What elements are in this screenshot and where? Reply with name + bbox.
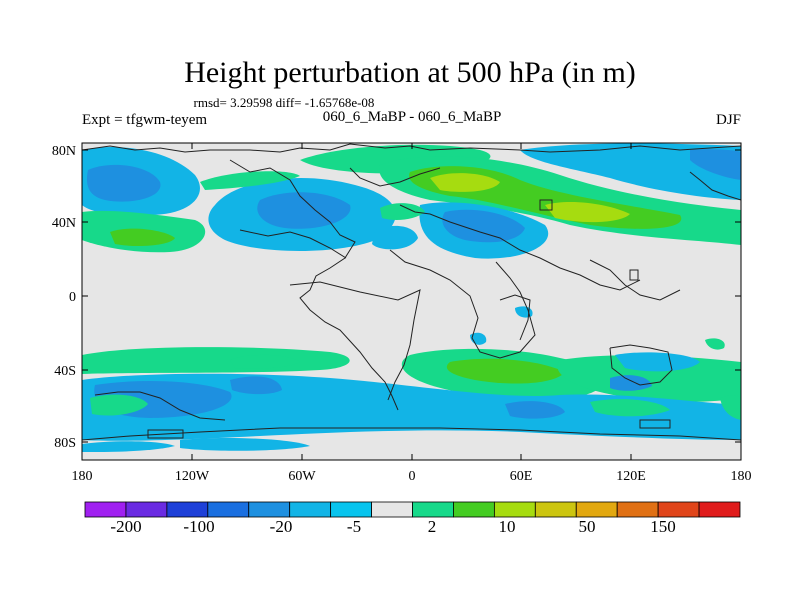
- contour-spacific-pos: [82, 347, 350, 374]
- contour-pacific-pos-core: [110, 228, 175, 246]
- contour-antarctic-pos-3: [720, 395, 741, 420]
- lon-tick-label: 180: [731, 469, 752, 484]
- contour-southern-ocean-neg-core-3: [505, 401, 565, 419]
- contour-spole-neg: [180, 438, 310, 451]
- contour-siberia-pos-strong: [545, 201, 630, 223]
- colorbar-swatch: [534, 501, 577, 518]
- contour-southern-ocean-neg-core-4: [610, 375, 652, 391]
- run-label: 060_6_MaBP - 060_6_MaBP: [323, 109, 502, 125]
- lon-labels: 180 120W 60W 0 60E 120E 180: [72, 469, 752, 484]
- colorbar-label: 150: [650, 517, 676, 536]
- tick-marks: [81, 143, 742, 460]
- lat-tick-label: 80S: [54, 436, 76, 451]
- lat-tick-label: 0: [69, 290, 76, 305]
- lat-tick-label: 40S: [54, 364, 76, 379]
- colorbar-labels: -200 -100 -20 -5 2 10 50 150: [110, 517, 675, 536]
- contour-sindian-pos: [557, 355, 741, 402]
- contour-mideast-neg-core: [442, 209, 525, 243]
- lon-tick-label: 60E: [510, 469, 533, 484]
- stats-line: rmsd= 3.29598 diff= -1.65768e-08: [194, 95, 375, 110]
- colorbar-swatch: [371, 501, 413, 518]
- contour-antarctic-pos: [90, 394, 148, 416]
- contour-atlantic-neg: [372, 225, 418, 250]
- colorbar-label: 2: [428, 517, 437, 536]
- contour-atlantic-pos: [380, 203, 425, 220]
- colorbar-swatch: [493, 501, 536, 518]
- colorbar-label: -200: [110, 517, 141, 536]
- lat-tick-label: 80N: [52, 144, 76, 159]
- colorbar-swatch: [698, 501, 741, 518]
- contour-sindian-neg: [615, 352, 700, 372]
- colorbar-swatch: [125, 501, 168, 518]
- colorbar: [84, 501, 741, 518]
- contour-antarctic-pos-2: [590, 399, 670, 417]
- coastlines: [82, 143, 741, 441]
- contour-europe-pos-strong: [430, 173, 500, 192]
- colorbar-swatch: [575, 501, 618, 518]
- colorbar-swatch: [289, 501, 332, 518]
- lon-tick-label: 120E: [616, 469, 646, 484]
- colorbar-swatch: [616, 501, 659, 518]
- colorbar-label: -5: [347, 517, 361, 536]
- colorbar-swatch: [166, 501, 209, 518]
- lon-tick-label: 60W: [288, 469, 316, 484]
- contour-canada-pos: [200, 171, 300, 190]
- colorbar-label: -20: [270, 517, 293, 536]
- season-label: DJF: [716, 112, 741, 128]
- map-title: Height perturbation at 500 hPa (in m): [184, 56, 636, 89]
- contour-southern-ocean-neg-core-2: [230, 376, 282, 395]
- map-field: [82, 143, 741, 460]
- colorbar-label: 50: [579, 517, 596, 536]
- lon-tick-label: 120W: [175, 469, 210, 484]
- contour-spole-neg-2: [82, 441, 175, 452]
- colorbar-swatch: [412, 501, 454, 518]
- contour-north-pacific-neg-core: [86, 164, 161, 202]
- lon-tick-label: 180: [72, 469, 93, 484]
- colorbar-swatch: [657, 501, 700, 518]
- colorbar-label: 10: [499, 517, 516, 536]
- colorbar-swatch: [84, 501, 127, 518]
- lat-labels: 80N 40N 0 40S 80S: [52, 144, 76, 451]
- colorbar-swatch: [330, 501, 372, 518]
- lat-tick-label: 40N: [52, 216, 76, 231]
- colorbar-swatch: [207, 501, 250, 518]
- contour-spacific-pos-3: [705, 338, 725, 350]
- contour-spacific-pos-2: [230, 354, 300, 369]
- colorbar-swatch: [453, 501, 495, 518]
- expt-label: Expt = tfgwm-teyem: [82, 112, 207, 128]
- contour-npole-neg-core: [690, 149, 741, 180]
- colorbar-label: -100: [183, 517, 214, 536]
- lon-tick-label: 0: [409, 469, 416, 484]
- colorbar-swatch: [248, 501, 291, 518]
- contour-npole-neg: [520, 143, 741, 200]
- contour-satlantic-pos-core: [446, 358, 565, 384]
